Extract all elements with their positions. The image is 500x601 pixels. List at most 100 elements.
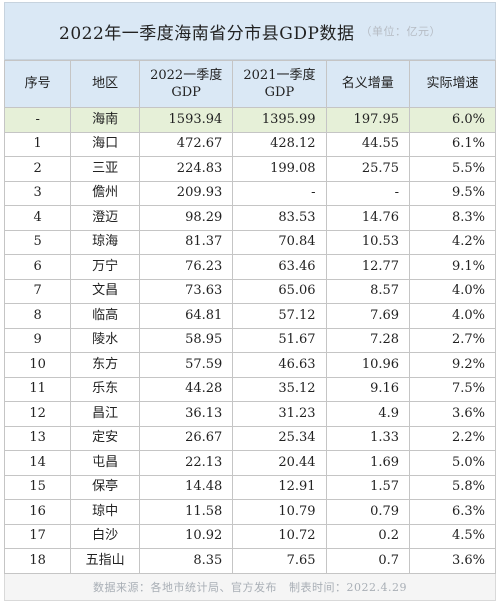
- cell-gdp-2021: 1395.99: [232, 107, 327, 133]
- table-row: 14 屯昌 22.13 20.44 1.69 5.0%: [3, 450, 496, 476]
- cell-index: 10: [3, 352, 72, 378]
- cell-real-growth: 2.2%: [409, 425, 496, 451]
- cell-region: 儋州: [70, 180, 141, 206]
- cell-index: 6: [3, 254, 72, 280]
- cell-region: 三亚: [70, 156, 141, 182]
- table-row: 4 澄迈 98.29 83.53 14.76 8.3%: [3, 205, 496, 231]
- header-row: 序号 地区 2022一季度 GDP 2021一季度 GDP 名义增量 实际增速: [3, 60, 496, 108]
- cell-index: 2: [3, 156, 72, 182]
- cell-gdp-2022: 57.59: [139, 352, 234, 378]
- cell-gdp-2021: 428.12: [232, 131, 327, 157]
- cell-gdp-2022: 58.95: [139, 327, 234, 353]
- cell-gdp-2021: 57.12: [232, 303, 327, 329]
- header-gdp-2022-line1: 2022一季度: [150, 68, 223, 83]
- header-gdp-2022-line2: GDP: [171, 85, 201, 100]
- cell-real-growth: 4.0%: [409, 303, 496, 329]
- cell-index: 9: [3, 327, 72, 353]
- cell-index: 17: [3, 523, 72, 549]
- cell-nominal-increase: 0.2: [325, 523, 411, 549]
- cell-nominal-increase: 4.9: [325, 401, 411, 427]
- table-title: 2022年一季度海南省分市县GDP数据: [59, 23, 355, 44]
- table-row: 5 琼海 81.37 70.84 10.53 4.2%: [3, 229, 496, 255]
- cell-index: 11: [3, 376, 72, 402]
- header-nominal-increase: 名义增量: [325, 60, 411, 108]
- cell-gdp-2022: 81.37: [139, 229, 234, 255]
- cell-real-growth: 8.3%: [409, 205, 496, 231]
- cell-gdp-2022: 1593.94: [139, 107, 234, 133]
- table-row: 8 临高 64.81 57.12 7.69 4.0%: [3, 303, 496, 329]
- cell-gdp-2021: 20.44: [232, 450, 327, 476]
- table-row: 7 文昌 73.63 65.06 8.57 4.0%: [3, 278, 496, 304]
- cell-region: 万宁: [70, 254, 141, 280]
- cell-gdp-2021: 70.84: [232, 229, 327, 255]
- cell-real-growth: 6.3%: [409, 499, 496, 525]
- table-row: 6 万宁 76.23 63.46 12.77 9.1%: [3, 254, 496, 280]
- cell-real-growth: 4.0%: [409, 278, 496, 304]
- cell-index: 18: [3, 548, 72, 574]
- cell-gdp-2022: 209.93: [139, 180, 234, 206]
- cell-nominal-increase: 10.96: [325, 352, 411, 378]
- cell-region: 屯昌: [70, 450, 141, 476]
- cell-index: 12: [3, 401, 72, 427]
- cell-index: 8: [3, 303, 72, 329]
- cell-index: 14: [3, 450, 72, 476]
- cell-gdp-2021: 10.79: [232, 499, 327, 525]
- cell-gdp-2022: 10.92: [139, 523, 234, 549]
- cell-nominal-increase: 197.95: [325, 107, 411, 133]
- table-row: 17 白沙 10.92 10.72 0.2 4.5%: [3, 523, 496, 549]
- cell-gdp-2022: 44.28: [139, 376, 234, 402]
- cell-index: 4: [3, 205, 72, 231]
- table-row: 9 陵水 58.95 51.67 7.28 2.7%: [3, 327, 496, 353]
- cell-real-growth: 7.5%: [409, 376, 496, 402]
- cell-real-growth: 6.0%: [409, 107, 496, 133]
- cell-region: 海南: [70, 107, 141, 133]
- cell-region: 定安: [70, 425, 141, 451]
- header-region: 地区: [70, 60, 141, 108]
- gdp-table: 序号 地区 2022一季度 GDP 2021一季度 GDP 名义增量 实际增速 …: [3, 60, 496, 574]
- cell-index: 5: [3, 229, 72, 255]
- cell-real-growth: 5.0%: [409, 450, 496, 476]
- cell-gdp-2022: 73.63: [139, 278, 234, 304]
- cell-gdp-2022: 98.29: [139, 205, 234, 231]
- cell-real-growth: 6.1%: [409, 131, 496, 157]
- cell-region: 文昌: [70, 278, 141, 304]
- cell-region: 澄迈: [70, 205, 141, 231]
- cell-index: 13: [3, 425, 72, 451]
- table-row: 11 乐东 44.28 35.12 9.16 7.5%: [3, 376, 496, 402]
- cell-gdp-2021: 51.67: [232, 327, 327, 353]
- cell-index: 3: [3, 180, 72, 206]
- cell-gdp-2021: 63.46: [232, 254, 327, 280]
- cell-gdp-2022: 8.35: [139, 548, 234, 574]
- cell-nominal-increase: 14.76: [325, 205, 411, 231]
- cell-gdp-2021: -: [232, 180, 327, 206]
- header-gdp-2021: 2021一季度 GDP: [232, 60, 327, 108]
- cell-region: 琼海: [70, 229, 141, 255]
- cell-real-growth: 9.2%: [409, 352, 496, 378]
- cell-nominal-increase: 1.57: [325, 474, 411, 500]
- cell-region: 陵水: [70, 327, 141, 353]
- cell-nominal-increase: 7.69: [325, 303, 411, 329]
- table-body: - 海南 1593.94 1395.99 197.95 6.0% 1 海口 472.67 428.…: [3, 107, 496, 574]
- cell-gdp-2022: 472.67: [139, 131, 234, 157]
- footer: 数据来源：各地市统计局、官方发布 制表时间：2022.4.29: [4, 573, 496, 601]
- footer-time: 制表时间：2022.4.29: [289, 580, 407, 594]
- cell-gdp-2022: 64.81: [139, 303, 234, 329]
- header-gdp-2021-line1: 2021一季度: [243, 68, 316, 83]
- table-row: 1 海口 472.67 428.12 44.55 6.1%: [3, 131, 496, 157]
- cell-gdp-2021: 12.91: [232, 474, 327, 500]
- unit-label: （单位：亿元）: [360, 25, 441, 38]
- table-row: 18 五指山 8.35 7.65 0.7 3.6%: [3, 548, 496, 574]
- cell-nominal-increase: 8.57: [325, 278, 411, 304]
- cell-real-growth: 9.1%: [409, 254, 496, 280]
- cell-gdp-2021: 7.65: [232, 548, 327, 574]
- table-row: 2 三亚 224.83 199.08 25.75 5.5%: [3, 156, 496, 182]
- cell-gdp-2022: 36.13: [139, 401, 234, 427]
- cell-region: 五指山: [70, 548, 141, 574]
- cell-region: 白沙: [70, 523, 141, 549]
- cell-region: 乐东: [70, 376, 141, 402]
- cell-real-growth: 5.8%: [409, 474, 496, 500]
- cell-gdp-2021: 10.72: [232, 523, 327, 549]
- cell-nominal-increase: 7.28: [325, 327, 411, 353]
- cell-index: -: [3, 107, 72, 133]
